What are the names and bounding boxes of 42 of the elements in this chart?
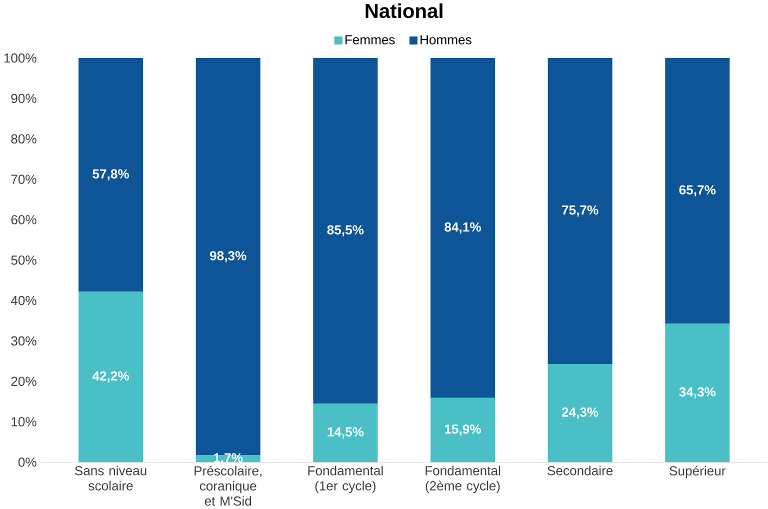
x-tick-label: Supérieur [670, 466, 726, 478]
x-tick-label: Fondamental (1er cycle) [308, 466, 383, 494]
y-tick-label: 20% [11, 376, 36, 386]
y-tick-label: 50% [11, 255, 36, 265]
y-tick-label: 60% [11, 215, 36, 224]
data-label: 14,5% [328, 427, 364, 438]
data-label: 15,9% [445, 424, 481, 436]
bar [665, 58, 730, 324]
data-label: 75,7% [562, 205, 598, 217]
data-label: 42,2% [92, 371, 129, 382]
y-tick-label: 40% [10, 296, 36, 306]
x-tick-label: Sans niveau scolaire [75, 466, 146, 490]
data-label: 34,3% [679, 387, 716, 398]
data-label: 85,5% [327, 225, 364, 236]
bar [548, 58, 612, 364]
bar [313, 404, 378, 462]
legend-label: Femmes [345, 35, 395, 44]
x-tick-label: Fondamental (2ème cycle) [426, 466, 500, 494]
y-tick-label: 0% [18, 458, 36, 467]
y-tick-label: 10% [12, 417, 36, 426]
y-tick-label: 30% [11, 336, 36, 346]
data-label: 1,7% [214, 453, 243, 464]
bar [430, 58, 496, 398]
data-label: 24,3% [562, 407, 598, 419]
data-label: 98,3% [210, 251, 246, 262]
y-tick-label: 80% [11, 134, 36, 144]
bar [430, 398, 496, 462]
y-tick-label: 90% [11, 94, 36, 104]
bar [78, 58, 144, 292]
y-tick-label: 100% [4, 53, 36, 63]
data-label: 57,8% [92, 169, 129, 180]
x-tick-label: Secondaire [548, 466, 613, 476]
bar [78, 292, 144, 462]
chart-title: National [366, 3, 442, 18]
x-tick-label: Préscolaire, coranique et M'Sid [194, 466, 262, 506]
bar [665, 324, 730, 462]
y-tick-label: 70% [11, 174, 36, 184]
bar [313, 58, 378, 404]
legend-label: Hommes [420, 35, 472, 44]
data-label: 84,1% [444, 222, 481, 234]
data-label: 65,7% [679, 185, 716, 196]
bar [548, 364, 612, 462]
